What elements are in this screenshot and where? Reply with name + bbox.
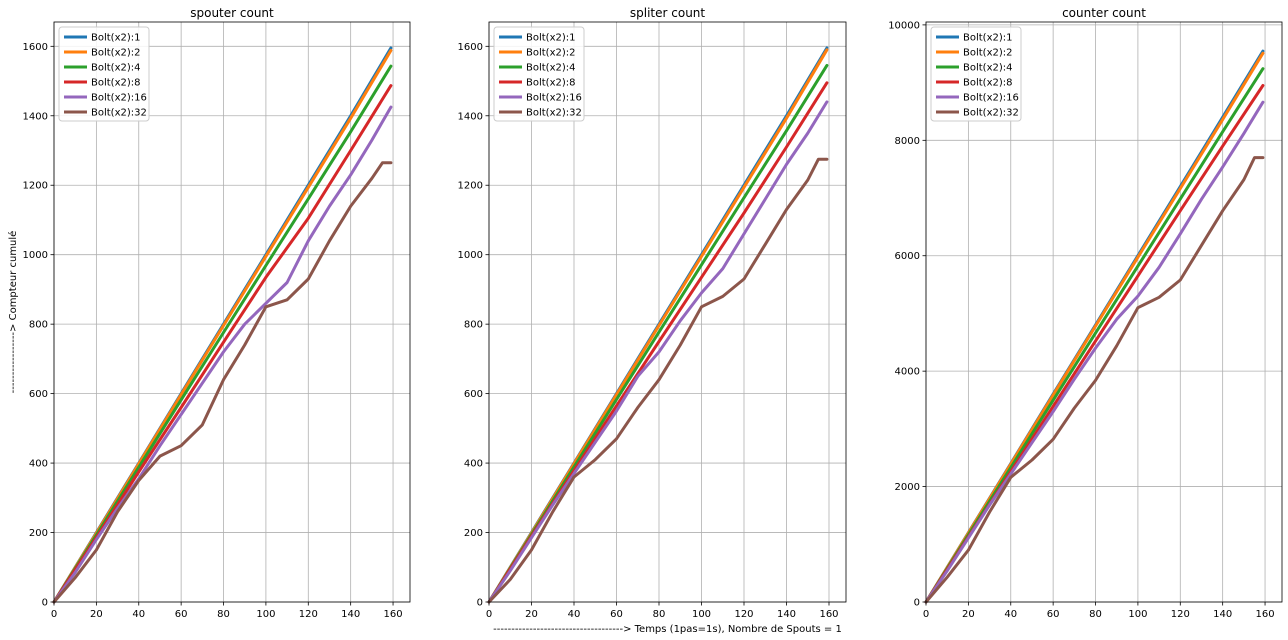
legend-entry: Bolt(x2):16 xyxy=(91,93,147,104)
legend: Bolt(x2):1 Bolt(x2):2 Bolt(x2):4 Bolt(x2):8… xyxy=(58,26,150,122)
legend-entry: Bolt(x2):8 xyxy=(91,78,141,89)
chart-title: spliter count xyxy=(630,6,706,20)
chart-panel-2: 0 20 40 60 80 100 120 140 1600200400600800100012… xyxy=(458,6,847,635)
x-axis-label: ------------------------------------> Te… xyxy=(493,624,842,635)
x-tick-label: 20 xyxy=(962,609,975,620)
y-axis-label: -----------------> Compteur cumulé xyxy=(7,231,19,394)
x-tick-label: 140 xyxy=(341,609,360,620)
series-line-bolt-x2-16 xyxy=(52,105,393,604)
x-tick-label: 20 xyxy=(90,609,103,620)
series-line-bolt-x2-16 xyxy=(924,100,1265,604)
x-tick-label: 80 xyxy=(1089,609,1102,620)
x-tick-label: 140 xyxy=(1213,609,1232,620)
y-tick-label: 10000 xyxy=(888,20,920,31)
x-tick-label: 160 xyxy=(819,609,838,620)
series-line-bolt-x2-32 xyxy=(487,157,829,604)
x-tick-label: 100 xyxy=(256,609,275,620)
plot-frame xyxy=(488,21,847,603)
y-tick-label: 6000 xyxy=(895,251,920,262)
x-tick-label: 120 xyxy=(734,609,753,620)
x-tick-label: 80 xyxy=(217,609,230,620)
x-tick-label: 100 xyxy=(1128,609,1147,620)
legend-entry: Bolt(x2):2 xyxy=(526,48,576,59)
x-tick-label: 60 xyxy=(1047,609,1060,620)
chart-title: counter count xyxy=(1062,6,1146,20)
legend-entry: Bolt(x2):32 xyxy=(963,108,1019,119)
y-tick-label: 600 xyxy=(29,389,48,400)
x-tick-label: 40 xyxy=(568,609,581,620)
y-tick-label: 1200 xyxy=(23,181,48,192)
y-tick-label: 800 xyxy=(464,320,483,331)
x-tick-label: 60 xyxy=(610,609,623,620)
y-tick-label: 800 xyxy=(29,320,48,331)
x-tick-label: 40 xyxy=(132,609,145,620)
legend-entry: Bolt(x2):4 xyxy=(963,63,1013,74)
y-tick-label: 1400 xyxy=(458,111,483,122)
x-tick-label: 60 xyxy=(175,609,188,620)
legend-entry: Bolt(x2):1 xyxy=(91,33,141,44)
legend-entry: Bolt(x2):16 xyxy=(526,93,582,104)
y-tick-label: 1200 xyxy=(458,181,483,192)
series-line-bolt-x2-16 xyxy=(487,100,829,604)
series-line-bolt-x2-32 xyxy=(52,161,393,604)
x-tick-label: 0 xyxy=(923,609,929,620)
y-tick-label: 4000 xyxy=(895,367,920,378)
y-tick-label: 200 xyxy=(29,528,48,539)
y-tick-label: 1000 xyxy=(458,250,483,261)
x-tick-label: 120 xyxy=(299,609,318,620)
legend-entry: Bolt(x2):4 xyxy=(91,63,141,74)
y-tick-label: 1600 xyxy=(458,42,483,53)
series-line-bolt-x2-4 xyxy=(52,64,393,604)
y-tick-label: 1600 xyxy=(23,42,48,53)
y-tick-label: 600 xyxy=(464,389,483,400)
legend-entry: Bolt(x2):1 xyxy=(963,33,1013,44)
legend-entry: Bolt(x2):4 xyxy=(526,63,576,74)
plot-frame xyxy=(925,21,1283,603)
x-tick-label: 0 xyxy=(486,609,492,620)
x-tick-label: 140 xyxy=(777,609,796,620)
x-tick-label: 40 xyxy=(1004,609,1017,620)
x-tick-label: 100 xyxy=(692,609,711,620)
y-tick-label: 400 xyxy=(464,459,483,470)
legend-entry: Bolt(x2):32 xyxy=(91,108,147,119)
legend-entry: Bolt(x2):8 xyxy=(526,78,576,89)
chart-title: spouter count xyxy=(190,6,274,20)
y-tick-label: 1400 xyxy=(23,111,48,122)
y-tick-label: 8000 xyxy=(895,136,920,147)
y-tick-label: 2000 xyxy=(895,482,920,493)
legend: Bolt(x2):1 Bolt(x2):2 Bolt(x2):4 Bolt(x2):8… xyxy=(930,26,1022,122)
x-tick-label: 80 xyxy=(653,609,666,620)
chart-panel-3: 0 20 40 60 80 100 120 140 160 0 2000 4000 6000 8000 10… xyxy=(888,6,1283,620)
series-line-bolt-x2-8 xyxy=(52,84,393,604)
chart-panel-1: 0 20 40 60 80 100 120 140 1600200400600800100012… xyxy=(7,6,411,620)
x-tick-label: 0 xyxy=(51,609,57,620)
legend-entry: Bolt(x2):16 xyxy=(963,93,1019,104)
x-tick-label: 160 xyxy=(1256,609,1275,620)
legend: Bolt(x2):1 Bolt(x2):2 Bolt(x2):4 Bolt(x2):8… xyxy=(493,26,585,122)
x-tick-label: 120 xyxy=(1171,609,1190,620)
y-tick-label: 400 xyxy=(29,459,48,470)
legend-entry: Bolt(x2):2 xyxy=(963,48,1013,59)
plot-frame xyxy=(53,21,411,603)
series-line-bolt-x2-32 xyxy=(924,156,1265,604)
y-tick-label: 0 xyxy=(42,598,48,609)
y-tick-label: 0 xyxy=(477,598,483,609)
legend-entry: Bolt(x2):32 xyxy=(526,108,582,119)
y-tick-label: 1000 xyxy=(23,250,48,261)
x-tick-label: 160 xyxy=(384,609,403,620)
x-tick-label: 20 xyxy=(525,609,538,620)
y-tick-label: 200 xyxy=(464,528,483,539)
legend-entry: Bolt(x2):1 xyxy=(526,33,576,44)
legend-entry: Bolt(x2):8 xyxy=(963,78,1013,89)
y-tick-label: 0 xyxy=(914,598,920,609)
legend-entry: Bolt(x2):2 xyxy=(91,48,141,59)
